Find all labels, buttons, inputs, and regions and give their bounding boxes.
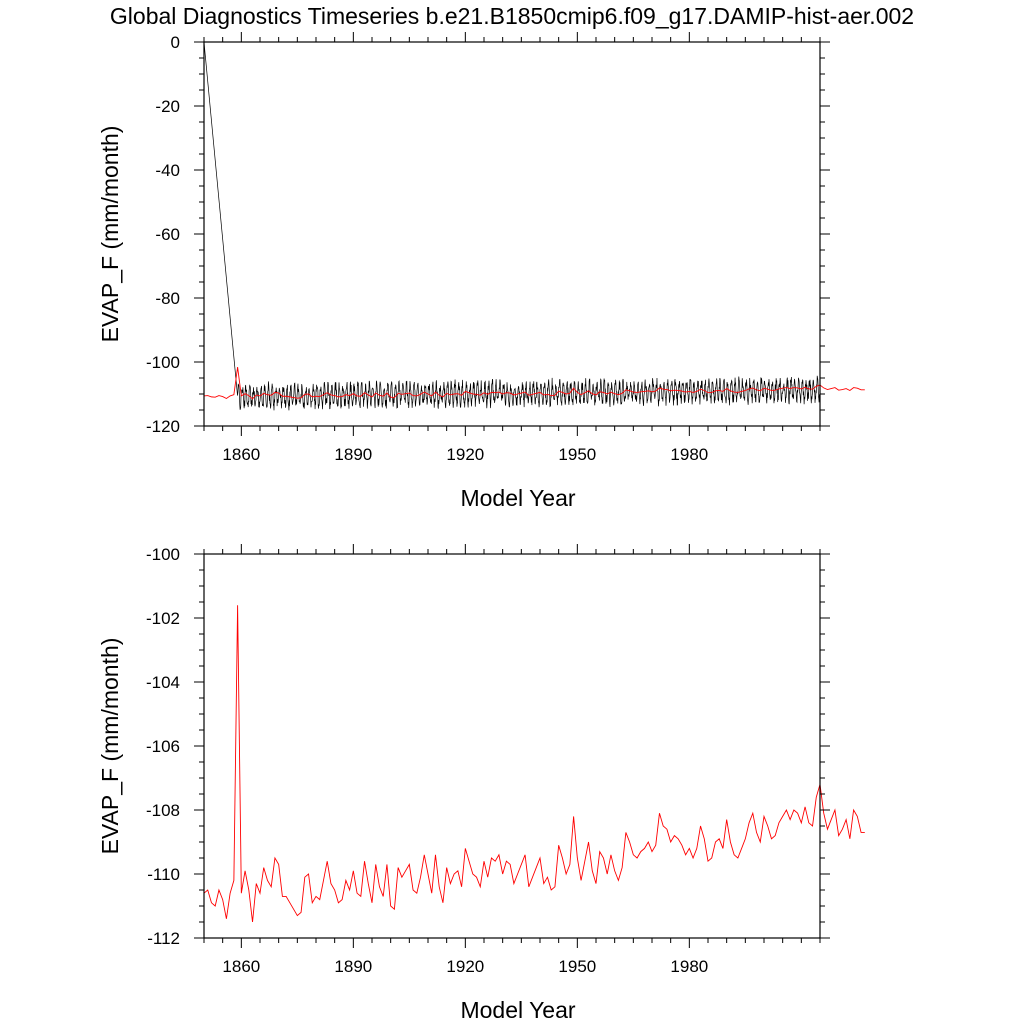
y-axis: 0 -20 -40 -60 -80 -100 -120 [146, 33, 830, 436]
plot-area [203, 605, 865, 923]
x-tick-label: 1920 [446, 445, 484, 464]
y-tick-label: -104 [146, 673, 180, 692]
y-tick-label: -60 [155, 225, 180, 244]
x-tick-label: 1890 [334, 445, 372, 464]
x-tick-label: 1950 [558, 957, 596, 976]
y-tick-label: -106 [146, 737, 180, 756]
y-tick-label: -20 [155, 97, 180, 116]
plot-frame [203, 41, 821, 427]
y-tick-label: -108 [146, 801, 180, 820]
x-axis-label: Model Year [460, 485, 575, 511]
y-tick-label: -100 [146, 353, 180, 372]
x-axis-label: Model Year [460, 997, 575, 1023]
y-tick-label: -40 [155, 161, 180, 180]
plot-area [203, 41, 865, 411]
x-tick-label: 1860 [222, 957, 260, 976]
x-axis: 1860 1890 1920 1950 1980 [203, 544, 821, 976]
bottom-panel: 1860 1890 1920 1950 1980 -100 -102 -104 -106 -108… [97, 544, 865, 1023]
y-tick-label: -120 [146, 417, 180, 436]
plot-frame [203, 553, 821, 939]
y-tick-label: -102 [146, 609, 180, 628]
x-tick-label: 1860 [222, 445, 260, 464]
x-tick-label: 1980 [670, 445, 708, 464]
x-tick-label: 1980 [670, 957, 708, 976]
x-tick-label: 1890 [334, 957, 372, 976]
y-tick-label: -80 [155, 289, 180, 308]
y-tick-label: -112 [147, 929, 180, 948]
y-axis: -100 -102 -104 -106 -108 -110 -112 [146, 545, 830, 948]
y-tick-label: -100 [146, 545, 180, 564]
y-axis-label: EVAP_F (mm/month) [97, 638, 123, 855]
y-tick-label: -110 [147, 865, 180, 884]
figure-title: Global Diagnostics Timeseries b.e21.B185… [110, 3, 914, 29]
monthly-line [203, 41, 821, 411]
y-tick-label: 0 [171, 33, 180, 52]
annual-mean-line [203, 367, 865, 400]
x-tick-label: 1920 [446, 957, 484, 976]
top-panel: 1860 1890 1920 1950 1980 0 -20 -40 -60 -80 -100 -12… [97, 32, 865, 511]
x-tick-label: 1950 [558, 445, 596, 464]
annual-mean-line [203, 605, 865, 923]
x-axis: 1860 1890 1920 1950 1980 [203, 32, 821, 464]
y-axis-label: EVAP_F (mm/month) [97, 126, 123, 343]
